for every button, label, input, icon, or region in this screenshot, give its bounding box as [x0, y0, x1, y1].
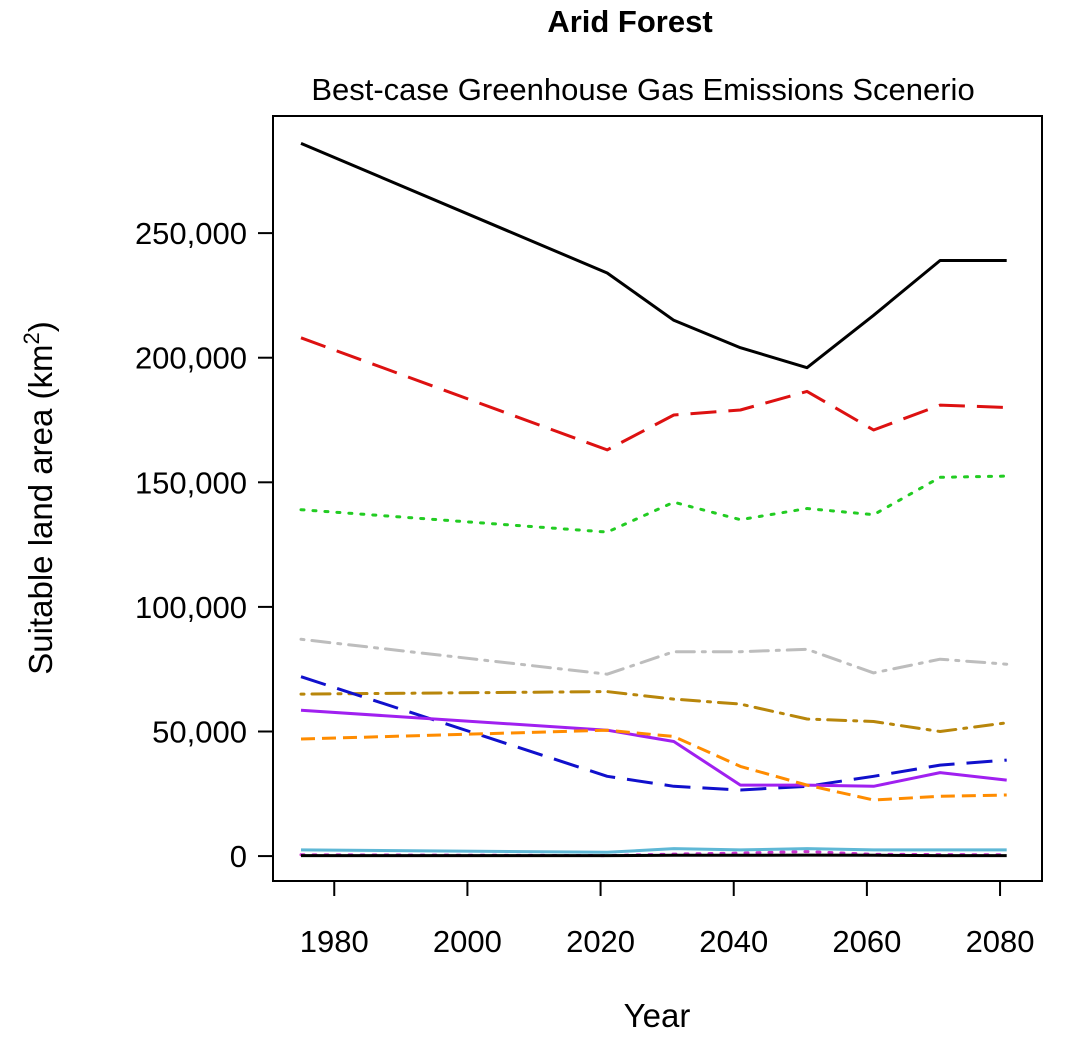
series-line-1	[300, 142, 1007, 370]
x-tick-label: 2020	[566, 924, 635, 959]
series-line-4	[299, 637, 1009, 676]
chart-title: Arid Forest	[547, 4, 712, 39]
x-tick-label: 2040	[699, 924, 768, 959]
series-line-5	[299, 690, 1009, 733]
y-axis: 0 50,000 100,000 150,000 200,000 250,000	[135, 216, 274, 874]
x-axis-label: Year	[624, 997, 691, 1034]
y-tick-label: 200,000	[135, 341, 247, 376]
x-tick-label: 1980	[300, 924, 369, 959]
x-tick-label: 2000	[433, 924, 502, 959]
chart-subtitle: Best-case Greenhouse Gas Emissions Scene…	[311, 72, 974, 107]
series-line-7	[300, 708, 1007, 788]
series-line-6	[300, 675, 1007, 792]
y-tick-label: 250,000	[135, 216, 247, 251]
y-tick-label: 0	[230, 839, 247, 874]
series-line-11	[301, 853, 1007, 858]
series-layer	[299, 142, 1009, 858]
x-tick-label: 2080	[966, 924, 1035, 959]
y-axis-label-main: Suitable land area (km	[22, 345, 59, 675]
series-line-2	[300, 336, 1007, 452]
y-tick-label: 100,000	[135, 590, 247, 625]
x-axis: 1980 2000 2020 2040 2060 2080	[300, 880, 1035, 959]
series-line-3	[299, 474, 1009, 534]
x-tick-label: 2060	[832, 924, 901, 959]
series-line-9	[300, 847, 1007, 854]
plot-frame	[272, 115, 1043, 882]
y-axis-label-superscript: 2	[19, 332, 44, 344]
y-axis-label-close: )	[22, 321, 59, 332]
y-axis-label: Suitable land area (km2)	[19, 321, 59, 674]
y-tick-label: 50,000	[152, 714, 247, 749]
y-tick-label: 150,000	[135, 465, 247, 500]
series-line-8	[300, 728, 1007, 802]
